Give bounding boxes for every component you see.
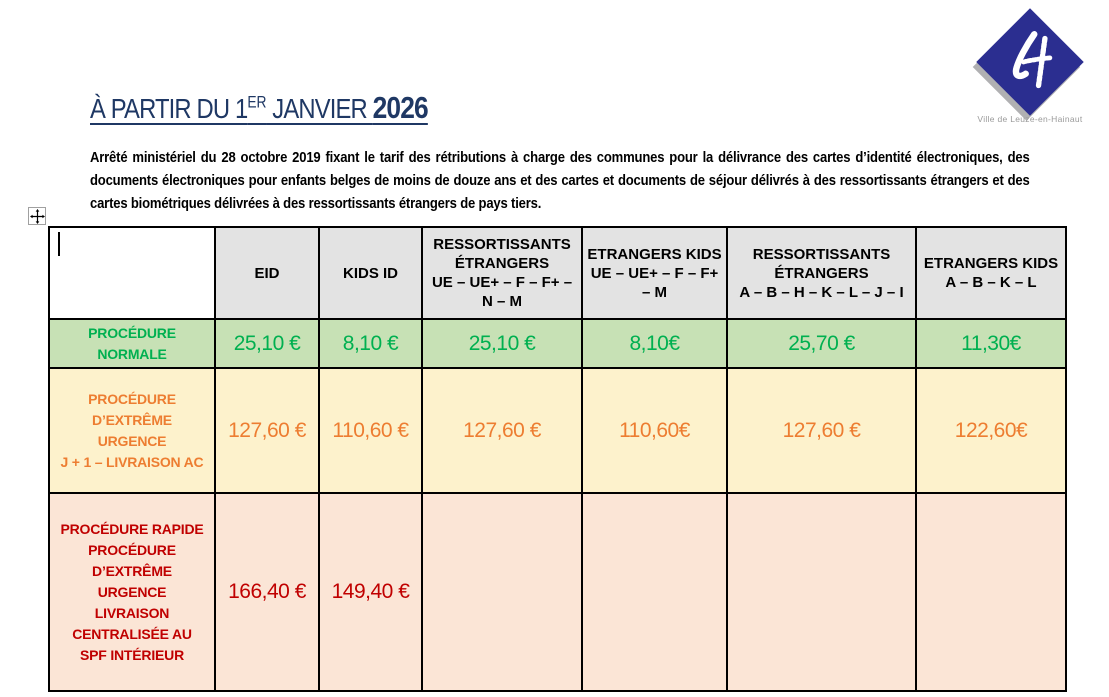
column-header-eid[interactable]: EID (214, 226, 320, 320)
title-year: 2026 (372, 90, 429, 125)
price-cell[interactable]: 127,60 € (421, 367, 583, 494)
column-header-name: ETRANGERS KIDS (923, 255, 1059, 272)
text-cursor (58, 232, 60, 256)
column-header-name: KIDS ID (342, 264, 398, 282)
table-row-procedure-extreme-urgence: PROCÉDURE D’EXTRÊME URGENCE J + 1 – LIVRAIS… (48, 367, 1067, 494)
logo-caption: Ville de Leuze-en-Hainaut (977, 114, 1083, 124)
column-header-name: EID (254, 264, 280, 282)
table-row-procedure-rapide-centralisee: PROCÉDURE RAPIDE PROCÉDURE D’EXTRÊME URGENC… (48, 492, 1067, 692)
logo-monogram-icon (1012, 31, 1054, 89)
column-header-codes: UE – UE+ – F – F+ – N – M (431, 274, 573, 310)
price-cell[interactable]: 25,10 € (421, 318, 583, 369)
column-header-codes: A – B – H – K – L – J – I (739, 283, 904, 301)
price-cell[interactable]: 8,10 € (318, 318, 423, 369)
price-cell[interactable]: 127,60 € (214, 367, 320, 494)
row-label-procedure-normale[interactable]: PROCÉDURE NORMALE (48, 318, 216, 369)
column-header-codes: UE – UE+ – F – F+ – M (590, 264, 719, 301)
row-label-procedure-rapide-centralisee[interactable]: PROCÉDURE RAPIDE PROCÉDURE D’EXTRÊME URGENC… (48, 492, 216, 692)
column-header-name: ETRANGERS KIDS (587, 245, 722, 263)
price-cell[interactable]: 166,40 € (214, 492, 320, 692)
row-label-procedure-extreme-urgence[interactable]: PROCÉDURE D’EXTRÊME URGENCE J + 1 – LIVRAIS… (48, 367, 216, 494)
table-row-procedure-normale: PROCÉDURE NORMALE 25,10 € 8,10 € 25,10 € … (48, 318, 1067, 369)
column-header-etrangers-kids-abkl[interactable]: ETRANGERS KIDS A – B – K – L (915, 226, 1067, 320)
page-title[interactable]: À PARTIR DU 1ER JANVIER 2026 (90, 90, 429, 126)
column-header-name: RESSORTISSANTS ÉTRANGERS (433, 236, 571, 272)
title-text: À PARTIR DU 1 (90, 93, 248, 124)
column-header-kids-id[interactable]: KIDS ID (318, 226, 423, 320)
price-cell[interactable] (421, 492, 583, 692)
title-text: JANVIER (266, 93, 373, 124)
price-cell[interactable]: 8,10€ (581, 318, 728, 369)
price-cell[interactable]: 11,30€ (915, 318, 1067, 369)
logo-diamond (976, 8, 1084, 116)
price-cell[interactable]: 127,60 € (726, 367, 917, 494)
price-cell[interactable]: 110,60€ (581, 367, 728, 494)
table-header-row: EID KIDS ID RESSORTISSANTS ÉTRANGERS UE –… (48, 226, 1067, 320)
column-header-name: RESSORTISSANTS ÉTRANGERS (752, 245, 891, 282)
leuze-en-hainaut-logo: Ville de Leuze-en-Hainaut (960, 6, 1100, 126)
column-header-ressortissants-etrangers-ue[interactable]: RESSORTISSANTS ÉTRANGERS UE – UE+ – F – F… (421, 226, 583, 320)
price-cell[interactable] (581, 492, 728, 692)
column-header-etrangers-kids-ue[interactable]: ETRANGERS KIDS UE – UE+ – F – F+ – M (581, 226, 728, 320)
price-cell[interactable]: 25,10 € (214, 318, 320, 369)
price-cell[interactable]: 25,70 € (726, 318, 917, 369)
intro-paragraph[interactable]: Arrêté ministériel du 28 octobre 2019 fi… (90, 149, 1030, 212)
tariff-table: EID KIDS ID RESSORTISSANTS ÉTRANGERS UE –… (48, 226, 1067, 692)
column-header-codes: A – B – K – L (945, 274, 1037, 291)
table-corner-cell[interactable] (48, 226, 216, 320)
price-cell[interactable] (915, 492, 1067, 692)
price-cell[interactable]: 122,60€ (915, 367, 1067, 494)
table-move-handle-icon[interactable] (28, 207, 46, 225)
price-cell[interactable]: 110,60 € (318, 367, 423, 494)
column-header-ressortissants-etrangers-abhklji[interactable]: RESSORTISSANTS ÉTRANGERS A – B – H – K – … (726, 226, 917, 320)
price-cell[interactable]: 149,40 € (318, 492, 423, 692)
price-cell[interactable] (726, 492, 917, 692)
title-superscript: ER (247, 93, 267, 112)
